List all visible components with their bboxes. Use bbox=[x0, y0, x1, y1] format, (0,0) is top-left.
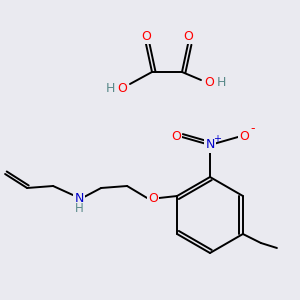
Text: +: + bbox=[213, 134, 221, 144]
Text: N: N bbox=[205, 139, 215, 152]
Text: H: H bbox=[106, 82, 115, 94]
Text: H: H bbox=[217, 76, 226, 89]
Text: O: O bbox=[204, 76, 214, 89]
Text: -: - bbox=[251, 122, 255, 136]
Text: O: O bbox=[171, 130, 181, 143]
Text: O: O bbox=[148, 191, 158, 205]
Text: O: O bbox=[239, 130, 249, 143]
Text: O: O bbox=[183, 29, 193, 43]
Text: O: O bbox=[117, 82, 127, 94]
Text: H: H bbox=[75, 202, 83, 215]
Text: O: O bbox=[141, 29, 151, 43]
Text: N: N bbox=[74, 191, 84, 205]
